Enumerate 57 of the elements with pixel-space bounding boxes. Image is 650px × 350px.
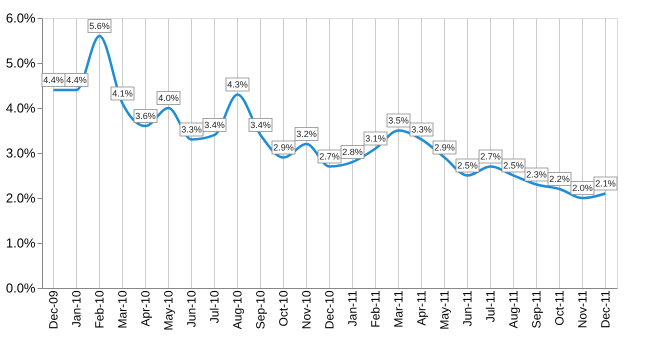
x-tick-label: Jun-11 — [460, 290, 474, 326]
y-tick-label: 4.0% — [6, 100, 36, 116]
y-tick-label: 3.0% — [6, 146, 36, 160]
x-tick-label: May-10 — [162, 290, 176, 331]
x-tick-label: Aug-11 — [506, 290, 520, 328]
text: 3.2% — [296, 129, 317, 139]
text: 2.8% — [342, 147, 363, 157]
x-tick-label: Dec-10 — [322, 290, 336, 330]
text: 3.1% — [365, 134, 386, 144]
x-tick-label: Jan-11 — [346, 290, 360, 326]
y-tick-label: 5.0% — [6, 56, 36, 70]
text: 4.1% — [112, 88, 133, 98]
text: 2.3% — [526, 170, 547, 180]
text: 3.3% — [411, 124, 432, 134]
x-tick-label: Nov-11 — [576, 290, 590, 328]
x-tick-label: Apr-11 — [414, 290, 428, 326]
x-tick-label: Oct-11 — [552, 290, 566, 326]
x-tick-label: Jul-10 — [208, 290, 222, 324]
x-tick-label: Sep-11 — [530, 290, 544, 328]
text: 4.3% — [227, 80, 248, 90]
text: 3.6% — [135, 111, 156, 121]
text: 2.1% — [595, 178, 616, 188]
x-tick-label: Nov-10 — [300, 290, 314, 330]
y-tick-label: 1.0% — [6, 236, 36, 250]
x-tick-label: Dec-09 — [46, 290, 60, 330]
text: 2.7% — [319, 152, 340, 162]
x-tick-label: Aug-10 — [230, 290, 244, 330]
x-tick-label: Apr-10 — [138, 290, 152, 327]
x-tick-label: Dec-11 — [598, 290, 612, 328]
x-tick-label: Jan-10 — [70, 290, 84, 328]
text: 4.4% — [66, 75, 87, 85]
text: 3.3% — [181, 124, 202, 134]
x-tick-label: Feb-10 — [92, 290, 106, 329]
x-tick-label: Mar-11 — [392, 290, 406, 328]
y-tick-label: 6.0% — [6, 10, 36, 26]
x-tick-label: Jul-11 — [484, 290, 498, 322]
text: 5.6% — [89, 21, 110, 31]
text: 4.4% — [43, 75, 64, 85]
y-tick-label: 2.0% — [6, 190, 36, 206]
y-tick-label: 0.0% — [6, 280, 36, 296]
text: 2.9% — [273, 142, 294, 152]
text: 3.5% — [388, 116, 409, 126]
text: 2.7% — [480, 152, 501, 162]
text: 2.9% — [434, 142, 455, 152]
x-tick-label: Jun-10 — [184, 290, 198, 328]
text: 4.0% — [158, 93, 179, 103]
text: 2.5% — [503, 160, 524, 170]
text: 2.0% — [572, 183, 593, 193]
text: 3.4% — [204, 120, 225, 130]
x-tick-label: Sep-10 — [254, 290, 268, 330]
x-tick-label: Mar-10 — [116, 290, 130, 329]
x-tick-label: Oct-10 — [276, 290, 290, 327]
text: 2.2% — [549, 174, 570, 184]
text: 3.4% — [250, 120, 271, 130]
x-tick-label: May-11 — [438, 290, 452, 330]
x-tick-label: Feb-11 — [368, 290, 382, 328]
text: 2.5% — [457, 160, 478, 170]
